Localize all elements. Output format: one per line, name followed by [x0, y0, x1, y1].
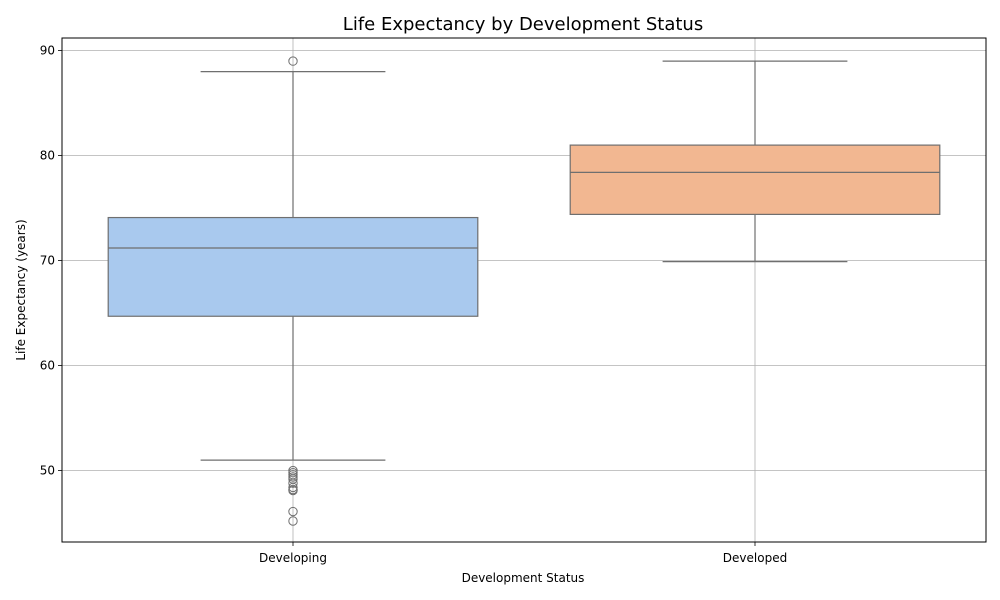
x-tick-label: Developed	[723, 551, 787, 565]
y-tick-label: 60	[40, 359, 55, 373]
box-developed	[569, 60, 941, 263]
x-axis: Developing Developed	[259, 542, 787, 565]
y-tick-label: 90	[40, 44, 55, 58]
y-axis: 50 60 70 80 90	[40, 44, 62, 478]
x-axis-label: Development Status	[462, 571, 585, 585]
y-tick-label: 70	[40, 254, 55, 268]
iqr-box	[107, 216, 479, 317]
plot-frame	[61, 37, 987, 543]
outlier-point	[288, 506, 298, 517]
y-tick-label: 50	[40, 464, 55, 478]
outlier-point	[288, 516, 298, 526]
outlier-point	[288, 56, 298, 66]
box-developing	[107, 56, 479, 526]
outlier-point	[288, 478, 298, 488]
iqr-box	[569, 144, 941, 216]
y-tick-label: 80	[40, 149, 55, 163]
outlier-point	[288, 485, 298, 496]
boxes	[107, 56, 941, 526]
y-axis-label: Life Expectancy (years)	[14, 219, 28, 360]
chart-title: Life Expectancy by Development Status	[343, 14, 703, 35]
x-tick-label: Developing	[259, 551, 327, 565]
